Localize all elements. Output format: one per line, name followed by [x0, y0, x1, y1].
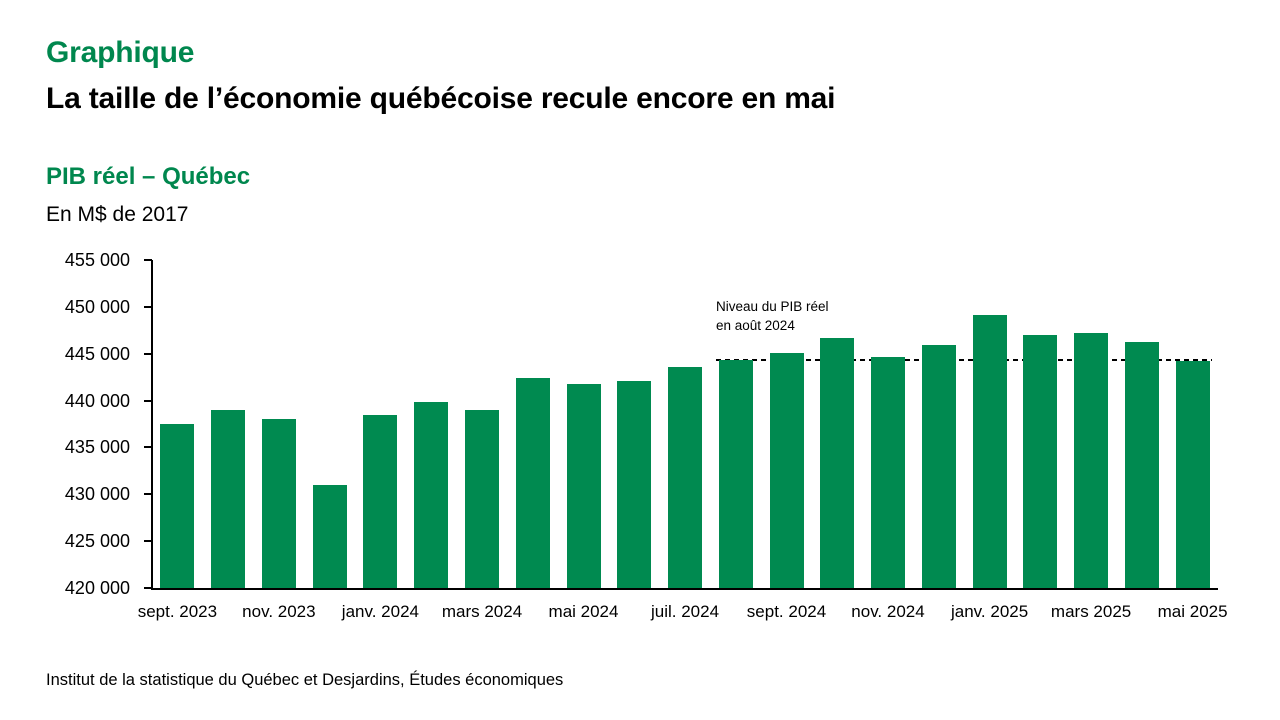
- y-tick-mark: [144, 352, 152, 355]
- x-tick-label: janv. 2025: [950, 602, 1029, 621]
- x-tick-label: janv. 2024: [341, 602, 419, 621]
- y-tick-label: 445 000: [64, 343, 130, 364]
- chart-kicker: Graphique: [46, 36, 195, 69]
- y-tick-mark: [144, 446, 152, 449]
- x-tick-label: mai 2024: [548, 602, 619, 621]
- x-tick-label: sept. 2024: [746, 602, 827, 621]
- y-tick-label: 425 000: [64, 531, 130, 552]
- bar-nov-2024: [871, 356, 905, 588]
- x-tick-label: nov. 2024: [851, 602, 925, 621]
- bar-août-2024: [718, 360, 753, 588]
- bar-avr-2024: [515, 378, 550, 588]
- plot-area: [152, 260, 1218, 588]
- y-tick-mark: [144, 540, 152, 543]
- bar-déc-2024: [921, 345, 956, 588]
- bar-mai-2025: [1175, 361, 1210, 588]
- bar-sept-2023: [160, 424, 195, 588]
- y-tick-mark: [144, 493, 152, 496]
- bar-janv-2025: [972, 315, 1007, 588]
- bar-avr-2025: [1124, 341, 1159, 588]
- y-axis-line: [151, 260, 153, 590]
- bar-mai-2024: [566, 383, 601, 588]
- bar-nov-2023: [261, 419, 296, 588]
- chart-title: La taille de l’économie québécoise recul…: [46, 82, 836, 115]
- reference-dashed-line: [716, 359, 1212, 362]
- bar-sept-2024: [769, 352, 804, 588]
- x-tick-label: mars 2024: [441, 602, 523, 621]
- x-tick-label: mai 2025: [1157, 602, 1228, 621]
- y-tick-mark: [144, 305, 152, 308]
- annotation-line1: Niveau du PIB réel: [716, 299, 829, 314]
- annotation-line2: en août 2024: [716, 318, 795, 333]
- x-tick-label: sept. 2023: [137, 602, 218, 621]
- y-tick-label: 420 000: [64, 578, 130, 598]
- y-tick-mark: [144, 587, 152, 589]
- x-tick-label: mars 2025: [1050, 602, 1132, 621]
- y-tick-label: 455 000: [64, 250, 130, 270]
- bar-févr-2025: [1023, 335, 1058, 588]
- series-title: PIB réel – Québec: [46, 163, 251, 190]
- y-tick-label: 435 000: [64, 437, 130, 458]
- y-tick-mark: [144, 259, 152, 261]
- bar-mars-2025: [1074, 333, 1109, 588]
- bar-mars-2024: [465, 409, 499, 588]
- bar-juin-2024: [617, 380, 652, 588]
- bar-juil-2024: [668, 366, 702, 588]
- bar-janv-2024: [363, 414, 398, 588]
- axis-units-label: En M$ de 2017: [46, 203, 189, 226]
- source-credit: Institut de la statistique du Québec et …: [46, 671, 564, 689]
- bar-oct-2024: [820, 337, 855, 588]
- bar-déc-2023: [312, 484, 347, 588]
- reference-line-annotation: Niveau du PIB réel en août 2024: [716, 297, 829, 335]
- x-axis-line: [151, 588, 1218, 590]
- x-tick-label: juil. 2024: [650, 602, 720, 621]
- x-tick-label: nov. 2023: [242, 602, 316, 621]
- y-tick-label: 430 000: [64, 484, 130, 505]
- y-tick-mark: [144, 399, 152, 402]
- bar-oct-2023: [211, 409, 246, 588]
- y-tick-label: 450 000: [64, 296, 130, 317]
- y-tick-label: 440 000: [64, 390, 130, 411]
- bar-févr-2024: [414, 401, 449, 588]
